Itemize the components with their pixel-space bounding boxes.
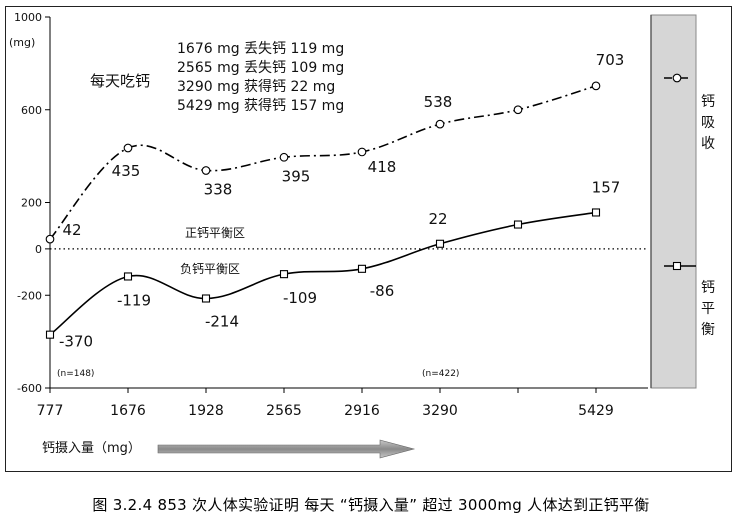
balance-point bbox=[45, 330, 55, 339]
absorption-data-label: 435 bbox=[112, 162, 141, 180]
annotation-line: 2565 mg 丢失钙 109 mg bbox=[177, 60, 344, 76]
absorption-point bbox=[45, 234, 55, 244]
series-marks bbox=[45, 81, 601, 339]
y-tick-label: 600 bbox=[21, 104, 42, 117]
balance-data-label: -119 bbox=[117, 291, 151, 309]
plot-title: 每天吃钙 bbox=[90, 72, 150, 90]
sample-note: (n=148) bbox=[57, 369, 94, 379]
legend-balance-label: 钙 bbox=[701, 280, 715, 296]
x-tick-label: 2916 bbox=[344, 403, 380, 419]
y-unit-label: (mg) bbox=[9, 36, 35, 49]
x-tick-label: 777 bbox=[37, 403, 64, 419]
axes: 1000 600 200 0 -200 -600 (mg) 777 1676 1928 2565 29… bbox=[9, 11, 648, 419]
balance-data-label: -370 bbox=[59, 333, 93, 351]
chart-text: 42 435 338 395 418 538 703 -370 -119 -214 -109 -86 2… bbox=[42, 41, 625, 459]
balance-point bbox=[279, 270, 289, 279]
x-tick-label: 5429 bbox=[578, 403, 614, 419]
y-tick-label: 0 bbox=[35, 243, 42, 256]
balance-point bbox=[513, 220, 523, 229]
balance-point bbox=[201, 294, 211, 303]
balance-data-label: -214 bbox=[205, 312, 239, 330]
balance-data-label: -109 bbox=[283, 289, 317, 307]
balance-data-label: 157 bbox=[592, 178, 621, 196]
legend-balance-label: 衡 bbox=[701, 322, 715, 338]
x-tick-label: 1676 bbox=[110, 403, 146, 419]
annotation-line: 5429 mg 获得钙 157 mg bbox=[177, 97, 344, 114]
legend-absorption-marker bbox=[672, 73, 682, 83]
y-tick-label: -600 bbox=[17, 382, 42, 395]
figure-frame bbox=[5, 6, 732, 472]
balance-point bbox=[435, 239, 445, 248]
calcium-chart: 1000 600 200 0 -200 -600 (mg) 777 1676 1928 2565 29… bbox=[9, 11, 715, 459]
legend-absorption-label: 吸 bbox=[701, 115, 715, 131]
annotation-line: 1676 mg 丢失钙 119 mg bbox=[177, 41, 344, 57]
x-tick-label: 3290 bbox=[422, 403, 458, 419]
sample-note: (n=422) bbox=[422, 369, 459, 379]
legend-balance-label: 平 bbox=[701, 301, 715, 317]
x-axis-label: 钙摄入量（mg） bbox=[42, 441, 141, 456]
balance-point bbox=[357, 264, 367, 273]
absorption-data-label: 42 bbox=[62, 221, 81, 239]
absorption-point bbox=[201, 166, 211, 175]
right-arrow-icon bbox=[157, 439, 416, 459]
y-tick-label: 1000 bbox=[14, 11, 42, 24]
legend-absorption-label: 钙 bbox=[701, 94, 715, 110]
balance-data-label: 22 bbox=[428, 210, 447, 228]
absorption-data-label: 703 bbox=[596, 51, 625, 69]
absorption-data-label: 338 bbox=[204, 181, 233, 199]
x-tick-label: 2565 bbox=[266, 403, 302, 419]
legend-absorption-label: 收 bbox=[701, 136, 715, 152]
negative-zone-label: 负钙平衡区 bbox=[180, 262, 240, 276]
absorption-point bbox=[279, 152, 289, 162]
y-tick-label: 200 bbox=[21, 197, 42, 210]
legend-panel-bg bbox=[650, 14, 697, 389]
absorption-point bbox=[123, 143, 133, 153]
absorption-data-label: 395 bbox=[282, 167, 311, 185]
absorption-data-label: 418 bbox=[368, 158, 397, 176]
balance-point bbox=[591, 208, 601, 217]
absorption-point bbox=[357, 147, 367, 157]
x-tick-label: 1928 bbox=[188, 403, 224, 419]
legend-balance-marker bbox=[672, 261, 682, 271]
absorption-data-label: 538 bbox=[424, 93, 453, 111]
absorption-point bbox=[591, 81, 601, 91]
figure-caption: 图 3.2.4 853 次人体实验证明 每天 “钙摄入量” 超过 3000mg … bbox=[92, 496, 650, 514]
positive-zone-label: 正钙平衡区 bbox=[185, 226, 245, 240]
absorption-point bbox=[513, 105, 523, 115]
annotation-line: 3290 mg 获得钙 22 mg bbox=[177, 78, 335, 95]
balance-point bbox=[123, 272, 133, 281]
balance-data-label: -86 bbox=[370, 282, 395, 300]
y-tick-label: -200 bbox=[17, 289, 42, 302]
absorption-point bbox=[435, 119, 445, 129]
